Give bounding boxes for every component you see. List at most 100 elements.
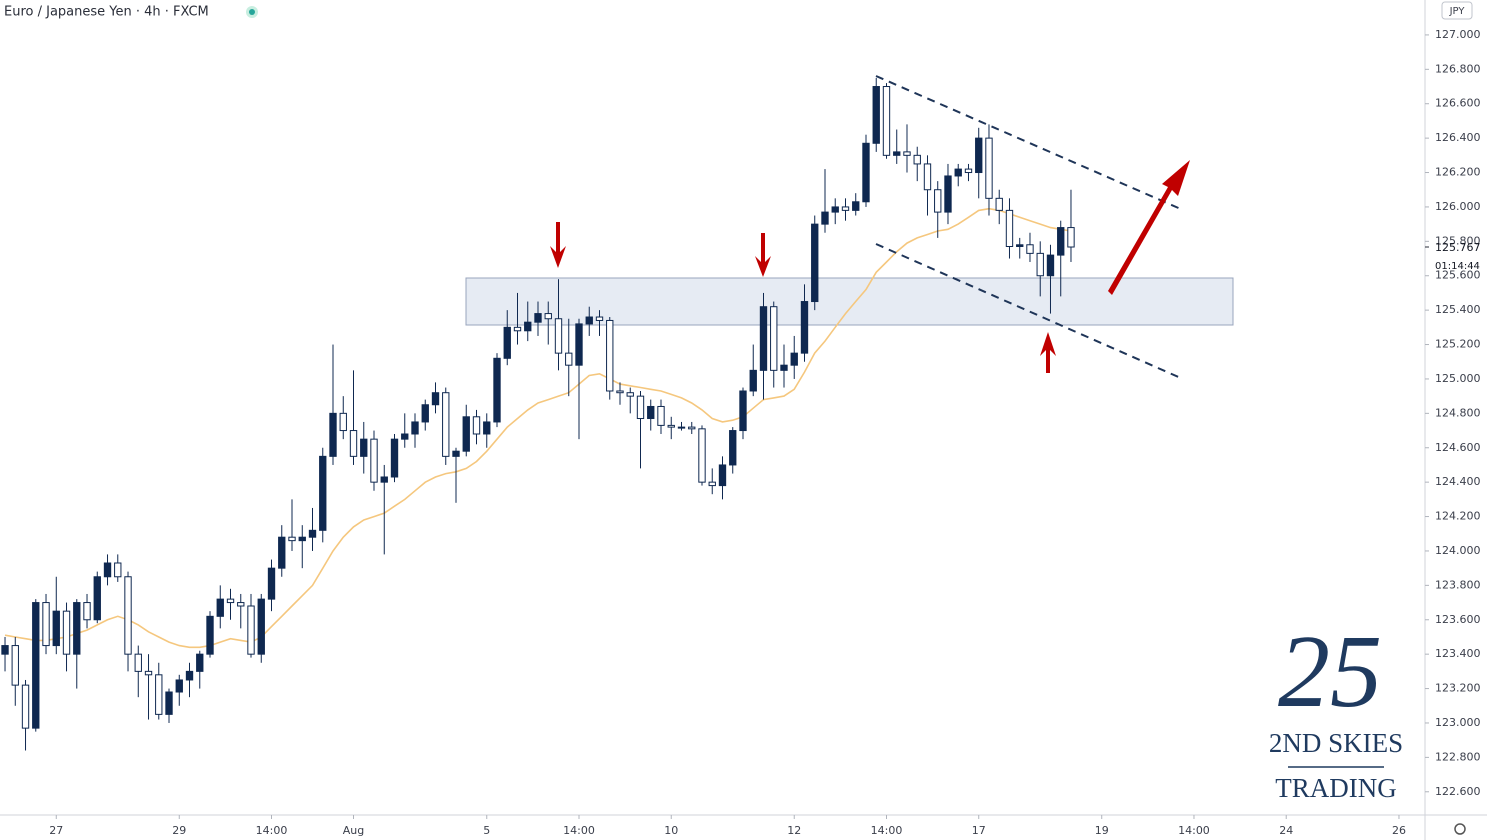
plot (1, 77, 1075, 751)
candle-body (431, 392, 440, 406)
candle-body (831, 206, 839, 213)
candle-body (759, 306, 768, 371)
candle-body (565, 352, 573, 366)
y-tick-label: 124.400 (1435, 475, 1481, 488)
y-tick-label: 123.600 (1435, 613, 1481, 626)
candle-body (585, 316, 593, 325)
logo-mark: 25 (1278, 614, 1382, 729)
candle-body (770, 306, 778, 371)
candle-body (103, 562, 112, 578)
candle-body (257, 598, 265, 655)
candle-body (882, 86, 891, 156)
candle-body (647, 405, 655, 420)
candle-body (954, 168, 962, 177)
y-tick-label: 126.800 (1435, 62, 1481, 75)
candle-body (636, 395, 645, 420)
candle-body (718, 464, 727, 487)
candle-body (165, 691, 173, 715)
candle-body (944, 175, 952, 213)
candle-body (995, 197, 1003, 211)
x-tick-label: 14:00 (563, 824, 595, 837)
x-tick-label: 17 (972, 824, 986, 837)
y-tick-label: 126.600 (1435, 97, 1481, 110)
y-tick-label: 122.800 (1435, 750, 1481, 763)
candle-body (923, 163, 932, 191)
y-tick-label: 126.200 (1435, 166, 1481, 179)
candle-body (893, 151, 901, 156)
candle-body (934, 189, 942, 213)
y-tick-label: 124.600 (1435, 441, 1481, 454)
y-tick-label: 125.600 (1435, 269, 1481, 282)
candle-body (1057, 227, 1065, 256)
candle-body (370, 438, 378, 483)
status-dot (249, 9, 255, 15)
candle-body (595, 316, 604, 321)
candle-body (390, 438, 399, 478)
candle-body (790, 352, 798, 366)
chart-title: Euro / Japanese Yen · 4h · FXCM (4, 5, 209, 20)
candle-body (144, 670, 153, 676)
candle-body (83, 602, 91, 621)
candle-body (1046, 254, 1055, 277)
y-tick-label: 123.200 (1435, 682, 1481, 695)
countdown: 01:14:44 (1435, 261, 1480, 272)
y-tick-label: 123.000 (1435, 716, 1481, 729)
candle-body (554, 318, 563, 354)
candle-body (42, 602, 50, 647)
candle-body (739, 390, 747, 432)
arrow-down (755, 233, 771, 277)
y-tick-label: 124.200 (1435, 510, 1481, 523)
candle-body (288, 536, 296, 542)
candle-body (196, 653, 204, 672)
candle-body (267, 567, 276, 600)
y-tick-label: 127.000 (1435, 28, 1481, 41)
x-tick-label: 10 (664, 824, 678, 837)
x-tick-label: 5 (483, 824, 490, 837)
candle-body (329, 412, 337, 457)
x-tick-label: 24 (1279, 824, 1293, 837)
candle-body (903, 151, 911, 156)
candle-body (278, 536, 286, 569)
logo-text: 2ND SKIES (1269, 728, 1403, 758)
candle-body (749, 369, 757, 392)
candle-body (913, 154, 921, 165)
annotations-under (465, 277, 1234, 326)
candle-body (1, 645, 9, 655)
candle-body (534, 313, 542, 323)
candle-body (544, 313, 552, 320)
candle-body (134, 653, 142, 672)
candle-body (985, 137, 993, 199)
candle-body (93, 576, 101, 621)
candle-body (11, 645, 19, 686)
y-tick-label: 126.000 (1435, 200, 1481, 213)
candle-body (862, 142, 870, 203)
candle-body (493, 357, 501, 423)
candle-body (872, 86, 880, 144)
y-tick-label: 125.000 (1435, 372, 1481, 385)
y-tick-label: 125.200 (1435, 338, 1481, 351)
candle-body (1036, 252, 1044, 277)
candle-body (524, 321, 532, 332)
settings-icon[interactable] (1454, 823, 1466, 835)
x-tick-label: 14:00 (256, 824, 288, 837)
candle-body (308, 529, 317, 538)
candle-body (1067, 227, 1075, 248)
candle-body (247, 605, 255, 655)
candle-body (206, 615, 214, 655)
x-tick-label: 29 (172, 824, 186, 837)
candle-body (667, 424, 675, 428)
candle-body (360, 438, 368, 457)
x-tick-label: 27 (49, 824, 63, 837)
currency-box[interactable] (1441, 1, 1473, 20)
arrow-up (1040, 332, 1056, 373)
candle-body (185, 670, 194, 681)
candle-body (462, 416, 470, 452)
candle-body (155, 674, 163, 715)
candle-body (964, 168, 973, 174)
x-tick-label: 14:00 (871, 824, 903, 837)
candle-body (821, 211, 829, 225)
candle-body (114, 562, 122, 578)
candle-body (226, 598, 235, 604)
trend-line (875, 75, 1184, 211)
candle-body (698, 428, 706, 483)
